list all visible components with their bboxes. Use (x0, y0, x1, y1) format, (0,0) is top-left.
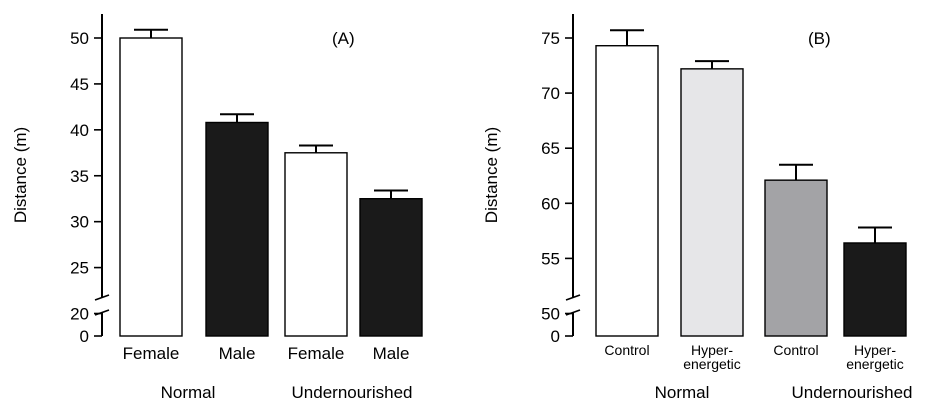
bar (765, 180, 827, 336)
y-tick-label: 35 (70, 167, 89, 186)
chart-panel-a: 0 20 25 30 35 40 45 50 Distance (m) (A) Female Male… (11, 14, 422, 402)
group-label: Normal (161, 383, 216, 402)
bar (360, 199, 422, 336)
category-label: Female (123, 344, 180, 363)
bar (120, 38, 182, 336)
group-label: Undernourished (792, 383, 913, 402)
bar (596, 46, 658, 336)
bar (206, 122, 268, 336)
y-tick-label: 70 (541, 84, 560, 103)
bar (844, 243, 906, 336)
category-label: Hyper-energetic (846, 342, 904, 372)
group-label: Undernourished (292, 383, 413, 402)
y-tick-label: 30 (70, 213, 89, 232)
y-tick-label: 45 (70, 75, 89, 94)
y-tick-label: 60 (541, 194, 560, 213)
y-tick-label: 55 (541, 249, 560, 268)
y-tick-label: 0 (551, 327, 560, 346)
y-axis-label: Distance (m) (11, 127, 30, 223)
y-tick-label: 40 (70, 121, 89, 140)
y-tick-label: 65 (541, 139, 560, 158)
y-axis-label: Distance (m) (482, 127, 501, 223)
group-label: Normal (655, 383, 710, 402)
panel-label: (B) (808, 29, 831, 48)
category-label: Hyper-energetic (683, 342, 741, 372)
category-label: Male (373, 344, 410, 363)
category-label: Female (288, 344, 345, 363)
category-label: Control (773, 342, 818, 358)
chart-panel-b: 0 50 55 60 65 70 75 Distance (m) (B) Control Hyper… (482, 14, 912, 402)
panel-label: (A) (332, 29, 355, 48)
category-label: Control (604, 342, 649, 358)
bar (681, 69, 743, 336)
y-tick-label: 20 (70, 305, 89, 324)
y-tick-label: 0 (80, 327, 89, 346)
category-label: Male (219, 344, 256, 363)
bar (285, 153, 347, 336)
y-tick-label: 50 (541, 305, 560, 324)
y-tick-label: 50 (70, 29, 89, 48)
y-tick-label: 75 (541, 29, 560, 48)
y-tick-label: 25 (70, 259, 89, 278)
